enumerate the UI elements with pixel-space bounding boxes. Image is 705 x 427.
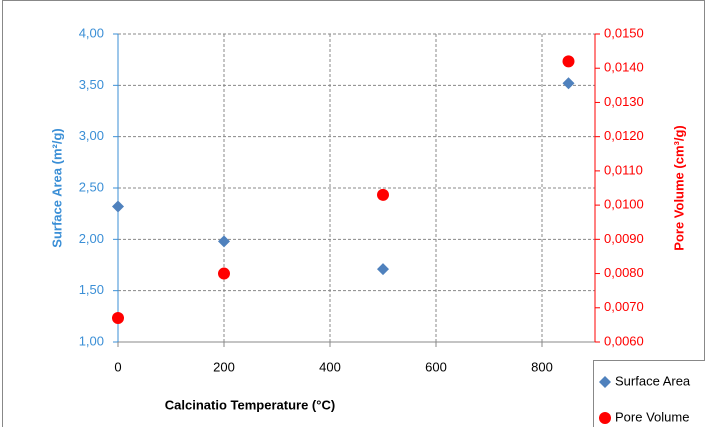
x-tick-label: 800 [531,359,553,374]
y2-tick-label: 0,0150 [604,25,644,40]
y2-tick-label: 0,0120 [604,128,644,143]
legend-marker [599,412,611,424]
y2-tick-label: 0,0140 [604,60,644,75]
y2-tick-label: 0,0110 [604,162,643,177]
y2-tick-label: 0,0080 [604,265,644,280]
y-tick-label: 3,50 [79,77,104,92]
y-tick-label: 4,00 [79,25,104,40]
point [377,188,389,201]
x-tick-label: 200 [213,359,235,374]
point [377,263,389,276]
x-tick-label: 600 [425,359,447,374]
point [112,200,124,213]
y2-tick-label: 0,0070 [604,299,644,314]
point [112,312,124,325]
x-axis-title: Calcinatio Temperature (°C) [165,397,335,412]
y-axis-title: Surface Area (m²/g) [49,128,64,247]
y2-tick-label: 0,0090 [604,231,644,246]
point [562,55,575,68]
y-tick-label: 1,00 [79,333,104,348]
point [218,267,230,280]
point [218,235,230,248]
y2-tick-label: 0,0130 [604,94,644,109]
point [562,77,575,90]
y-tick-label: 2,50 [79,179,104,194]
y-tick-label: 1,50 [79,282,104,297]
legend-marker [599,376,611,388]
legend-box [593,360,705,427]
y2-tick-label: 0,0100 [604,197,644,212]
x-tick-label: 400 [319,359,341,374]
y2-axis-title: Pore Volume (cm³/g) [671,125,686,250]
y2-tick-label: 0,0060 [604,333,644,348]
legend-label: Surface Area [615,373,691,388]
y-tick-label: 2,00 [79,231,104,246]
x-tick-label: 0 [114,359,121,374]
y-tick-label: 3,00 [79,128,104,143]
legend-label: Pore Volume [615,409,689,424]
